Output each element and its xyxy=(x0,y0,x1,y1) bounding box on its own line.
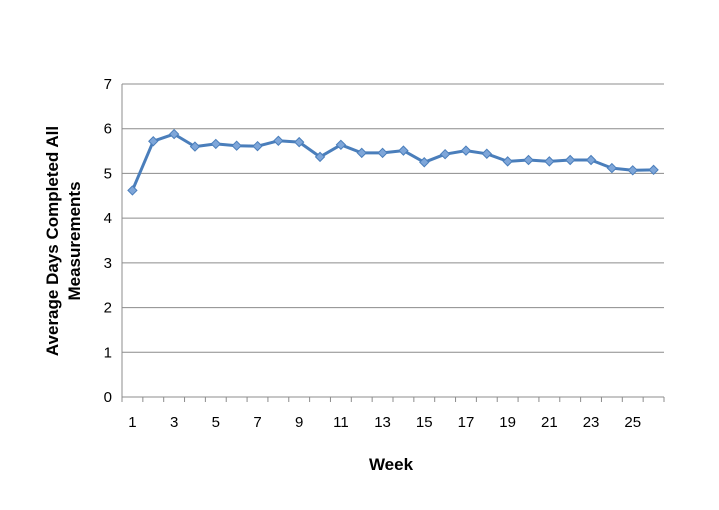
data-point-marker xyxy=(127,185,138,196)
y-tick-label: 1 xyxy=(104,344,112,361)
data-point-marker xyxy=(335,139,347,151)
data-point-marker xyxy=(398,145,409,156)
data-point-marker xyxy=(585,154,597,166)
data-point-marker xyxy=(210,138,222,150)
data-point-marker xyxy=(252,140,263,152)
data-point-marker xyxy=(273,135,284,146)
x-tick-label: 7 xyxy=(253,414,261,431)
y-tick-label: 7 xyxy=(104,76,112,93)
x-tick-label: 15 xyxy=(416,414,433,431)
data-point-marker xyxy=(606,162,618,174)
x-tick-label: 25 xyxy=(624,414,641,431)
data-point-marker xyxy=(502,156,513,167)
data-series xyxy=(127,128,659,196)
data-point-marker xyxy=(439,148,451,160)
x-tick-label: 9 xyxy=(295,414,303,431)
y-tick-label: 2 xyxy=(104,300,112,317)
data-point-marker xyxy=(564,154,576,166)
y-tick-labels: 0 1 2 3 4 5 6 7 xyxy=(104,76,112,406)
x-tick-label: 23 xyxy=(583,414,600,431)
data-point-marker xyxy=(148,136,159,147)
data-point-marker xyxy=(460,145,472,156)
data-point-marker xyxy=(544,156,555,167)
gridlines xyxy=(122,83,664,353)
x-tick-labels: 1 3 5 7 9 11 13 15 17 19 21 23 25 xyxy=(128,414,641,431)
x-tick-label: 11 xyxy=(333,414,349,431)
data-point-marker xyxy=(523,154,534,166)
data-point-marker xyxy=(356,147,367,159)
x-tick-label: 13 xyxy=(374,414,391,431)
data-point-marker xyxy=(314,151,326,163)
x-tick-label: 5 xyxy=(212,414,220,431)
x-tick-label: 19 xyxy=(499,414,516,431)
data-point-marker xyxy=(648,164,659,176)
series-line-0 xyxy=(131,132,654,191)
y-axis-title-line-2: Measurements xyxy=(65,181,84,300)
x-tick-label: 3 xyxy=(170,414,178,431)
data-point-marker xyxy=(377,147,388,159)
y-axis-title-line-1: Average Days Completed All xyxy=(43,126,62,356)
y-tick-label: 5 xyxy=(104,165,112,182)
data-point-marker xyxy=(419,157,430,168)
data-point-marker xyxy=(627,165,638,176)
data-point-marker xyxy=(481,148,493,159)
y-tick-label: 4 xyxy=(104,210,112,227)
data-point-marker xyxy=(231,140,242,151)
data-point-marker xyxy=(293,136,305,148)
x-tick-label: 17 xyxy=(458,414,475,431)
y-tick-label: 3 xyxy=(104,255,112,272)
y-tick-label: 6 xyxy=(104,121,112,138)
x-tick-label: 1 xyxy=(128,414,136,431)
axes xyxy=(121,84,665,402)
x-tick-label: 21 xyxy=(541,414,558,431)
data-point-marker xyxy=(168,128,180,140)
data-point-marker xyxy=(189,141,201,152)
y-tick-label: 0 xyxy=(104,389,112,406)
x-axis-title: Week xyxy=(369,455,414,474)
